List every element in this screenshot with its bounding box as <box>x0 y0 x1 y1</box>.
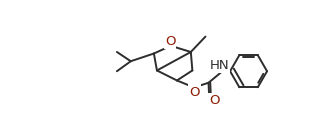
Text: O: O <box>165 35 175 48</box>
Text: O: O <box>209 94 220 107</box>
Text: O: O <box>189 86 200 99</box>
Text: HN: HN <box>209 59 229 72</box>
